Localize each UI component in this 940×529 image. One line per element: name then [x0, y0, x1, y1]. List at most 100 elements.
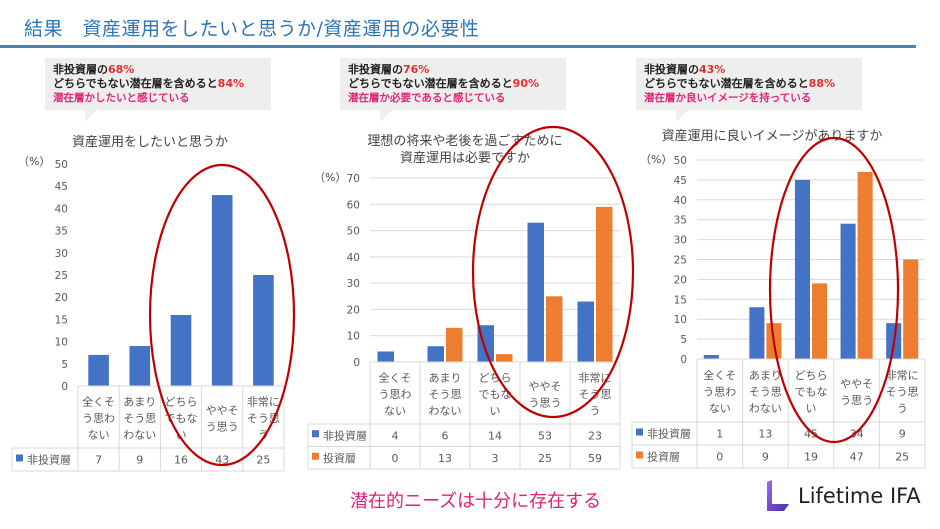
data-table-value: 43 — [215, 454, 229, 467]
data-table-value: 19 — [804, 451, 818, 464]
x-category-label: でもな — [795, 386, 828, 399]
callout-text: どちらでもない潜在層を含めると — [644, 77, 809, 90]
title-divider — [0, 45, 916, 48]
x-category-label: あまり — [429, 372, 462, 385]
x-category-label: う — [897, 402, 908, 415]
x-category-label: そう思 — [123, 412, 156, 425]
y-tick-label: 50 — [674, 155, 687, 167]
data-table-value: 25 — [895, 451, 909, 464]
bar-non-investor — [211, 195, 233, 386]
y-tick-label: 45 — [55, 181, 68, 193]
callout-text: 非投資層の — [644, 63, 699, 76]
y-tick-label: 10 — [55, 337, 68, 349]
bar-non-investor — [794, 179, 810, 359]
bar-investor — [903, 259, 919, 359]
y-tick-label: 30 — [674, 235, 687, 247]
x-category-label: 全くそ — [379, 371, 412, 385]
x-category-label: う思う — [529, 396, 562, 409]
y-axis-label: （%） — [640, 153, 672, 166]
y-tick-label: 30 — [347, 278, 360, 290]
bar-investor — [596, 206, 613, 362]
y-tick-label: 15 — [674, 294, 687, 306]
y-tick-label: 20 — [674, 274, 687, 286]
logo: Lifetime IFA — [764, 480, 921, 512]
x-category-label: でもな — [479, 388, 512, 401]
data-table-value: 47 — [850, 451, 864, 464]
y-tick-label: 30 — [55, 248, 68, 260]
callout-percent: 68% — [108, 63, 135, 76]
data-table-value: 6 — [442, 429, 449, 442]
bar-non-investor — [253, 275, 274, 386]
chart-title: 理想の将来や老後を過ごすために — [367, 133, 562, 149]
callout-text: どちらでもない潜在層を含めると — [348, 77, 513, 90]
data-table-value: 1 — [716, 428, 723, 441]
callout-conclusion: 潜在層か必要であると感じている — [348, 92, 506, 104]
bar-investor — [546, 296, 563, 362]
callout-conclusion: 潜在層か良いイメージを持っている — [644, 92, 812, 104]
y-tick-label: 70 — [347, 173, 360, 185]
y-tick-label: 10 — [347, 331, 360, 343]
x-category-label: あまり — [123, 396, 156, 409]
legend-label: 投資層 — [647, 450, 680, 464]
callout-text: どちらでもない潜在層を含めると — [53, 77, 218, 90]
callout-3: 非投資層の43% どちらでもない潜在層を含めると88% 潜在層か良いイメージを持… — [636, 58, 862, 122]
data-table-value: 0 — [716, 451, 723, 464]
x-category-label: う思う — [840, 394, 873, 407]
y-tick-label: 50 — [55, 159, 68, 171]
x-category-label: 全くそ — [703, 368, 736, 382]
callout-percent: 76% — [403, 63, 430, 76]
data-table-value: 25 — [256, 454, 270, 467]
y-tick-label: 25 — [674, 255, 687, 267]
legend-swatch — [16, 454, 23, 462]
bar-investor — [857, 171, 873, 359]
x-category-label: う — [590, 405, 601, 418]
legend-label: 投資層 — [323, 451, 356, 465]
y-axis-label: （%） — [314, 171, 346, 184]
bar-non-investor — [88, 354, 109, 386]
chart-title: 資産運用に良いイメージがありますか — [662, 128, 883, 144]
data-table-value: 0 — [392, 452, 399, 465]
x-category-label: 全くそ — [82, 395, 115, 409]
x-category-label: 非常に — [247, 396, 280, 409]
data-table-value: 7 — [95, 454, 102, 467]
callout-2: 非投資層の76% どちらでもない潜在層を含めると90% 潜在層か必要であると感じ… — [340, 58, 566, 122]
conclusion-message: 潜在的ニーズは十分に存在する — [350, 491, 602, 512]
y-tick-label: 35 — [55, 226, 68, 238]
bar-non-investor — [840, 223, 856, 359]
y-tick-label: 0 — [61, 381, 68, 393]
y-tick-label: 5 — [61, 359, 68, 371]
y-tick-label: 35 — [674, 215, 687, 227]
y-axis-label: （%） — [18, 155, 50, 168]
x-category-label: い — [490, 405, 501, 418]
chart-title: 資産運用をしたいと思うか — [72, 134, 228, 150]
x-category-label: でもな — [165, 412, 198, 425]
x-category-label: どちら — [165, 396, 198, 409]
legend-label: 非投資層 — [647, 427, 691, 441]
bar-non-investor — [377, 351, 394, 362]
y-tick-label: 40 — [674, 195, 687, 207]
bar-non-investor — [703, 355, 719, 359]
x-category-label: そう思 — [429, 388, 462, 401]
data-table-value: 13 — [758, 428, 772, 441]
data-table-value: 53 — [538, 429, 552, 442]
page-title: 結果 資産運用をしたいと思うか/資産運用の必要性 — [24, 18, 480, 40]
x-category-label: そう思 — [749, 386, 782, 399]
x-category-label: う — [258, 429, 269, 442]
data-table-value: 45 — [804, 428, 818, 441]
callout-text: 非投資層の — [53, 63, 108, 76]
data-table-value: 23 — [588, 429, 602, 442]
x-category-label: ややそ — [529, 380, 562, 393]
x-category-label: う思わ — [379, 388, 412, 401]
x-category-label: ややそ — [840, 377, 873, 390]
data-table-value: 9 — [136, 454, 143, 467]
data-table-value: 4 — [392, 429, 399, 442]
callout-percent: 88% — [808, 77, 836, 90]
x-category-label: ややそ — [206, 404, 239, 417]
data-table-value: 3 — [492, 452, 499, 465]
x-category-label: わない — [749, 402, 782, 415]
legend-swatch — [636, 451, 643, 459]
y-tick-label: 10 — [674, 314, 687, 326]
data-table-value: 14 — [488, 429, 502, 442]
x-category-label: わない — [123, 429, 156, 442]
